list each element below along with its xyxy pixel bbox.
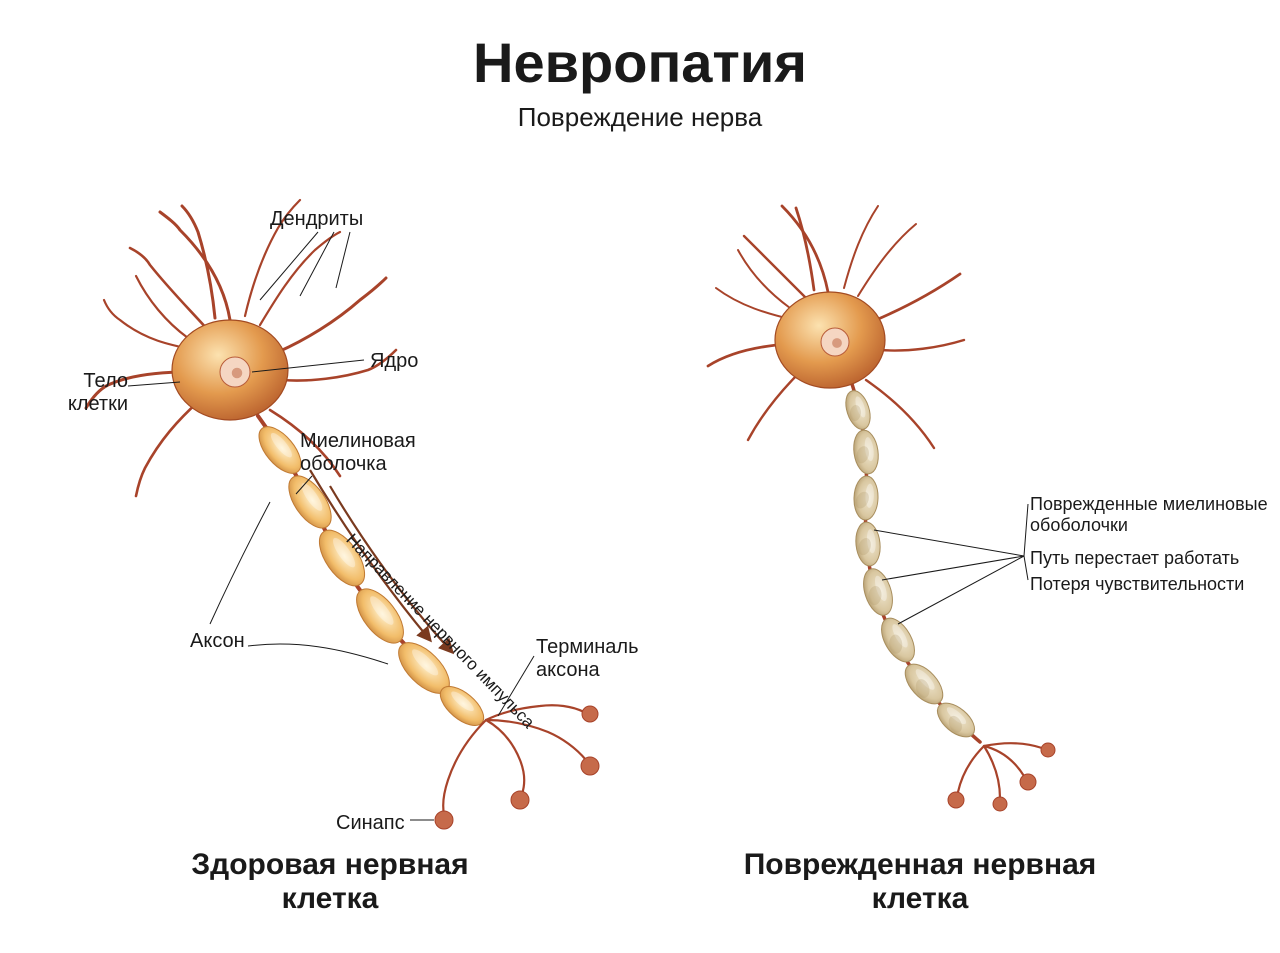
label-sensation: Потеря чувствительности <box>1030 574 1244 595</box>
dendrite <box>844 206 878 288</box>
diagram-canvas <box>0 0 1280 953</box>
callout-line <box>128 382 180 386</box>
synaptic-bulb <box>1041 743 1055 757</box>
label-dendrites: Дендриты <box>270 208 363 231</box>
callout-line <box>210 502 270 624</box>
dendrite <box>130 248 208 330</box>
callout-line <box>1024 504 1028 556</box>
dendrite <box>278 278 386 352</box>
axon-terminal-branch <box>984 743 1042 748</box>
synaptic-bulb <box>581 757 599 775</box>
dendrite <box>748 372 800 440</box>
synaptic-bulb <box>993 797 1007 811</box>
callout-line <box>874 530 1024 556</box>
callout-line <box>1024 556 1028 580</box>
synaptic-bulb <box>582 706 598 722</box>
label-axon: Аксон <box>190 630 245 653</box>
callout-line <box>300 232 334 296</box>
dendrite <box>880 340 964 351</box>
label-nucleus: Ядро <box>370 350 418 373</box>
neuron-damaged <box>708 206 1055 811</box>
synaptic-bulb <box>435 811 453 829</box>
synaptic-bulb <box>1020 774 1036 790</box>
diagram-stage: Невропатия Повреждение нерва <box>0 0 1280 953</box>
callout-line <box>260 232 318 300</box>
label-pathway: Путь перестает работать <box>1030 548 1239 569</box>
callout-line <box>248 644 388 664</box>
axon-terminal-branch <box>958 746 984 792</box>
dendrite <box>136 400 200 496</box>
dendrite <box>738 250 790 308</box>
dendrite <box>866 380 934 448</box>
axon-terminal-branch <box>486 720 586 760</box>
axon-terminal-branch <box>443 720 486 814</box>
neuron-healthy <box>86 200 599 829</box>
dendrite <box>182 206 215 318</box>
label-damaged-myelin: Поврежденные миелиновые обоболочки <box>1030 494 1268 536</box>
synaptic-bulb <box>511 791 529 809</box>
nucleolus <box>232 368 243 379</box>
label-cellbody: Тело клетки <box>68 370 128 416</box>
dendrite <box>136 276 188 338</box>
nucleolus <box>832 338 842 348</box>
dendrite <box>858 224 916 296</box>
dendrite <box>782 206 828 292</box>
caption-healthy: Здоровая нервная клетка <box>80 848 580 916</box>
label-myelin: Миелиновая оболочка <box>300 430 416 476</box>
axon-terminal-branch <box>486 720 524 794</box>
axon-terminal-branch <box>984 746 1024 776</box>
caption-damaged: Поврежденная нервная клетка <box>640 848 1200 916</box>
synaptic-bulb <box>948 792 964 808</box>
label-terminal: Терминаль аксона <box>536 636 639 682</box>
label-synapse: Синапс <box>336 812 405 835</box>
dendrite <box>876 274 960 320</box>
dendrite <box>260 232 340 325</box>
callout-line <box>336 232 350 288</box>
axon-terminal-branch <box>984 746 1000 798</box>
dendrite <box>796 208 814 290</box>
dendrite <box>744 236 808 300</box>
